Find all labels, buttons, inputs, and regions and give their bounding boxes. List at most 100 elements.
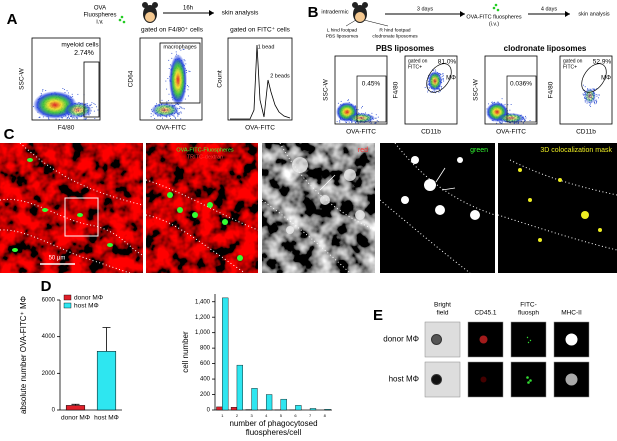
gate xyxy=(581,63,607,93)
fluosphere xyxy=(237,255,243,261)
label: 50 µm xyxy=(49,256,66,262)
cell-image xyxy=(424,321,461,358)
flow-dot xyxy=(156,103,158,105)
flow-dot xyxy=(161,99,163,101)
flow-dot xyxy=(374,117,376,119)
flow-dot xyxy=(361,107,362,109)
legend-label: donor MΦ xyxy=(74,295,103,302)
label: CD11b xyxy=(421,129,441,136)
flow-dot xyxy=(72,117,73,119)
flow-dot xyxy=(597,94,599,96)
micrograph xyxy=(498,143,617,273)
spot xyxy=(457,157,463,163)
flow-dot xyxy=(168,93,170,95)
flow-dot xyxy=(370,122,372,124)
flow-dot xyxy=(168,68,170,70)
density xyxy=(584,88,596,104)
column-header: fluosph xyxy=(518,310,539,317)
flow-dot xyxy=(430,91,432,93)
flow-dot xyxy=(166,88,168,90)
flow-dot xyxy=(187,95,189,97)
flow-dot xyxy=(371,112,373,114)
flow-dot xyxy=(173,115,175,117)
flow-dot xyxy=(45,90,47,91)
vessel-outline xyxy=(279,142,376,231)
y-tick-label: 2000 xyxy=(42,371,56,377)
arrow-marker xyxy=(319,174,336,191)
flow-dot xyxy=(84,118,86,120)
label: intradermic xyxy=(321,9,348,15)
flow-dot xyxy=(510,104,512,105)
flow-dot xyxy=(596,100,598,102)
vessel-outline xyxy=(394,142,496,216)
fluosphere xyxy=(107,243,113,247)
flow-dot xyxy=(182,48,184,50)
label: 0.45% xyxy=(362,81,381,88)
flow-dot xyxy=(67,117,68,118)
panel-label: B xyxy=(308,4,319,21)
flow-dot xyxy=(377,116,379,118)
flow-dot xyxy=(88,114,90,116)
bar xyxy=(216,406,223,411)
label: L hind footpad xyxy=(327,27,358,33)
flow-dot xyxy=(376,120,378,122)
flow-dot xyxy=(499,122,501,123)
flow-dot xyxy=(85,118,87,120)
spot xyxy=(470,210,480,220)
flow-dot xyxy=(598,97,600,99)
flow-dot xyxy=(180,49,182,51)
flow-dot xyxy=(500,122,502,124)
flow-dot xyxy=(167,78,169,79)
density xyxy=(169,54,187,106)
flow-dot xyxy=(374,122,376,124)
spot xyxy=(424,179,436,191)
flow-dot xyxy=(584,91,585,93)
flow-dot xyxy=(596,95,598,97)
flow-dot xyxy=(42,89,44,90)
flow-dot xyxy=(67,92,69,94)
bar xyxy=(236,364,243,411)
fluosphere xyxy=(529,339,532,342)
axis-label: F4/80 xyxy=(548,81,555,98)
flow-dot xyxy=(424,87,426,89)
arrow-marker xyxy=(435,167,446,183)
mouse-icon xyxy=(142,2,148,8)
label: OVA-FITC-Fluospheres xyxy=(176,147,234,153)
axis-label: CD64 xyxy=(128,70,135,87)
axis-label: SSC-W xyxy=(473,78,480,101)
arrow-head xyxy=(460,11,465,17)
spot xyxy=(581,211,589,219)
spot xyxy=(528,198,532,202)
flow-dot xyxy=(175,51,177,53)
flow-dot xyxy=(488,103,490,105)
axis-label: number of phagocytosed xyxy=(229,419,317,428)
fluosphere xyxy=(27,158,33,162)
flow-dot xyxy=(351,122,353,123)
flow-dot xyxy=(427,89,429,91)
flow-dot xyxy=(427,87,429,89)
axis-label: cell number xyxy=(181,331,190,373)
cell-image xyxy=(424,361,461,398)
cell-image xyxy=(510,321,547,358)
flow-dot xyxy=(176,113,178,115)
flow-dot xyxy=(357,122,359,124)
flow-dot xyxy=(83,118,85,120)
label: skin analysis xyxy=(578,11,609,17)
cell xyxy=(565,333,578,346)
flow-dot xyxy=(362,105,363,107)
mouse-icon xyxy=(145,12,155,22)
flow-dot xyxy=(595,101,597,103)
flow-dot xyxy=(348,121,350,123)
flow-dot xyxy=(584,86,586,88)
flow-dot xyxy=(166,116,168,118)
flow-dot xyxy=(180,111,182,113)
flow-dot xyxy=(154,117,156,119)
flow-dot xyxy=(491,102,493,103)
column-header: Bright xyxy=(434,302,451,309)
bar xyxy=(295,405,302,411)
flow-dot xyxy=(94,103,96,105)
cell xyxy=(431,374,442,385)
cell xyxy=(565,373,578,386)
y-tick-label: 200 xyxy=(200,392,211,398)
